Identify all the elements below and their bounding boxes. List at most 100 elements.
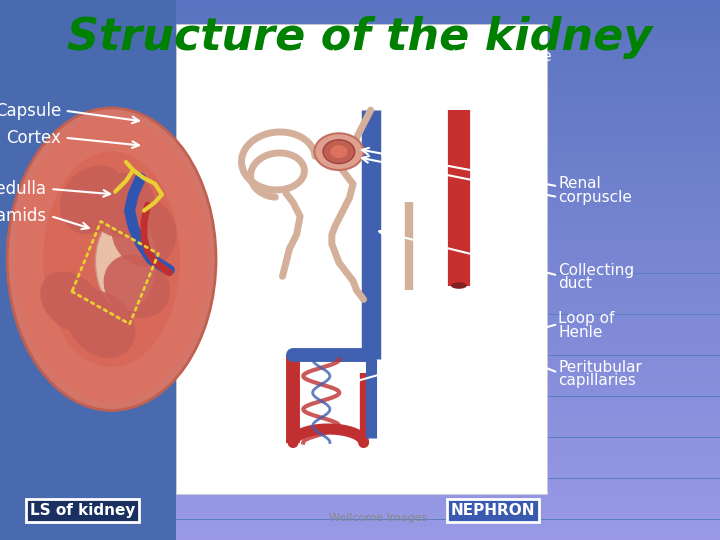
Bar [0,465,720,471]
Bar [0,116,720,123]
Bar [0,273,720,280]
Bar [0,96,720,103]
Bar [0,342,720,349]
Text: Renal: Renal [558,176,600,191]
FancyBboxPatch shape [176,24,547,494]
Bar [0,376,720,383]
Text: Pyramids: Pyramids [0,207,47,225]
Bar [0,526,720,533]
Bar [0,335,720,342]
Bar [0,437,720,444]
Text: Peritubular: Peritubular [558,360,642,375]
Bar [0,55,720,62]
Circle shape [323,140,355,164]
Bar [0,7,720,14]
Bar [0,28,720,34]
Bar [0,212,720,219]
Bar [0,144,720,150]
Text: corpuscle: corpuscle [558,190,632,205]
Text: Medulla: Medulla [0,180,47,198]
Bar [0,233,720,239]
Text: Distal convolute: Distal convolute [428,49,552,64]
Bar [0,485,720,492]
Ellipse shape [66,290,135,358]
Text: NEPHRON: NEPHRON [451,503,536,518]
Bar [0,205,720,212]
Text: capillaries: capillaries [558,373,636,388]
Circle shape [315,133,364,170]
Text: Wellcome Images: Wellcome Images [329,514,427,523]
Ellipse shape [112,197,176,267]
Bar [0,185,720,191]
Bar [0,287,720,294]
Bar [0,506,720,512]
Text: Henle: Henle [558,325,603,340]
Bar [0,431,720,437]
Bar [0,472,720,478]
Bar [0,103,720,110]
FancyBboxPatch shape [0,0,176,540]
Bar [0,239,720,246]
Bar [0,534,720,540]
Text: Proximal convolute: Proximal convolute [201,49,346,64]
Bar [0,499,720,506]
Bar [0,123,720,130]
Text: Loop of: Loop of [558,311,614,326]
Bar [0,280,720,287]
Bar [0,417,720,424]
Bar [0,164,720,171]
Bar [0,308,720,314]
Bar [0,444,720,451]
Bar [0,267,720,273]
Bar [0,219,720,226]
Text: Collecting: Collecting [558,262,634,278]
Text: Capsule: Capsule [0,102,61,120]
Text: duct: duct [558,276,592,291]
Bar [0,492,720,499]
Bar [0,82,720,89]
Text: tubule: tubule [465,67,514,82]
Bar [0,192,720,198]
Bar [0,21,720,28]
Bar [0,424,720,430]
Ellipse shape [95,213,157,310]
Bar [0,328,720,335]
Bar [0,513,720,519]
Ellipse shape [7,108,216,410]
Bar [0,410,720,417]
Bar [0,130,720,137]
Bar [0,390,720,396]
Bar [0,48,720,55]
Bar [0,151,720,157]
Bar [0,383,720,390]
Ellipse shape [104,254,170,318]
Bar [0,321,720,328]
Ellipse shape [43,151,180,367]
Bar [0,89,720,96]
Ellipse shape [60,165,127,234]
Bar [0,349,720,355]
Bar [0,69,720,75]
Bar [0,246,720,253]
Bar [0,451,720,458]
Bar [0,157,720,164]
Bar [0,34,720,41]
Bar [0,178,720,185]
Bar [0,355,720,362]
Bar [0,62,720,69]
Bar [0,403,720,410]
Ellipse shape [40,272,104,333]
Bar [0,171,720,178]
Text: Structure of the kidney: Structure of the kidney [68,16,652,59]
Bar [0,14,720,21]
Bar [0,362,720,369]
Bar [0,41,720,48]
Bar [0,0,720,7]
Text: LS of kidney: LS of kidney [30,503,135,518]
Bar [0,253,720,260]
Bar [0,137,720,144]
Text: Cortex: Cortex [6,129,61,147]
Bar [0,396,720,403]
Ellipse shape [451,282,467,289]
Bar [0,75,720,82]
